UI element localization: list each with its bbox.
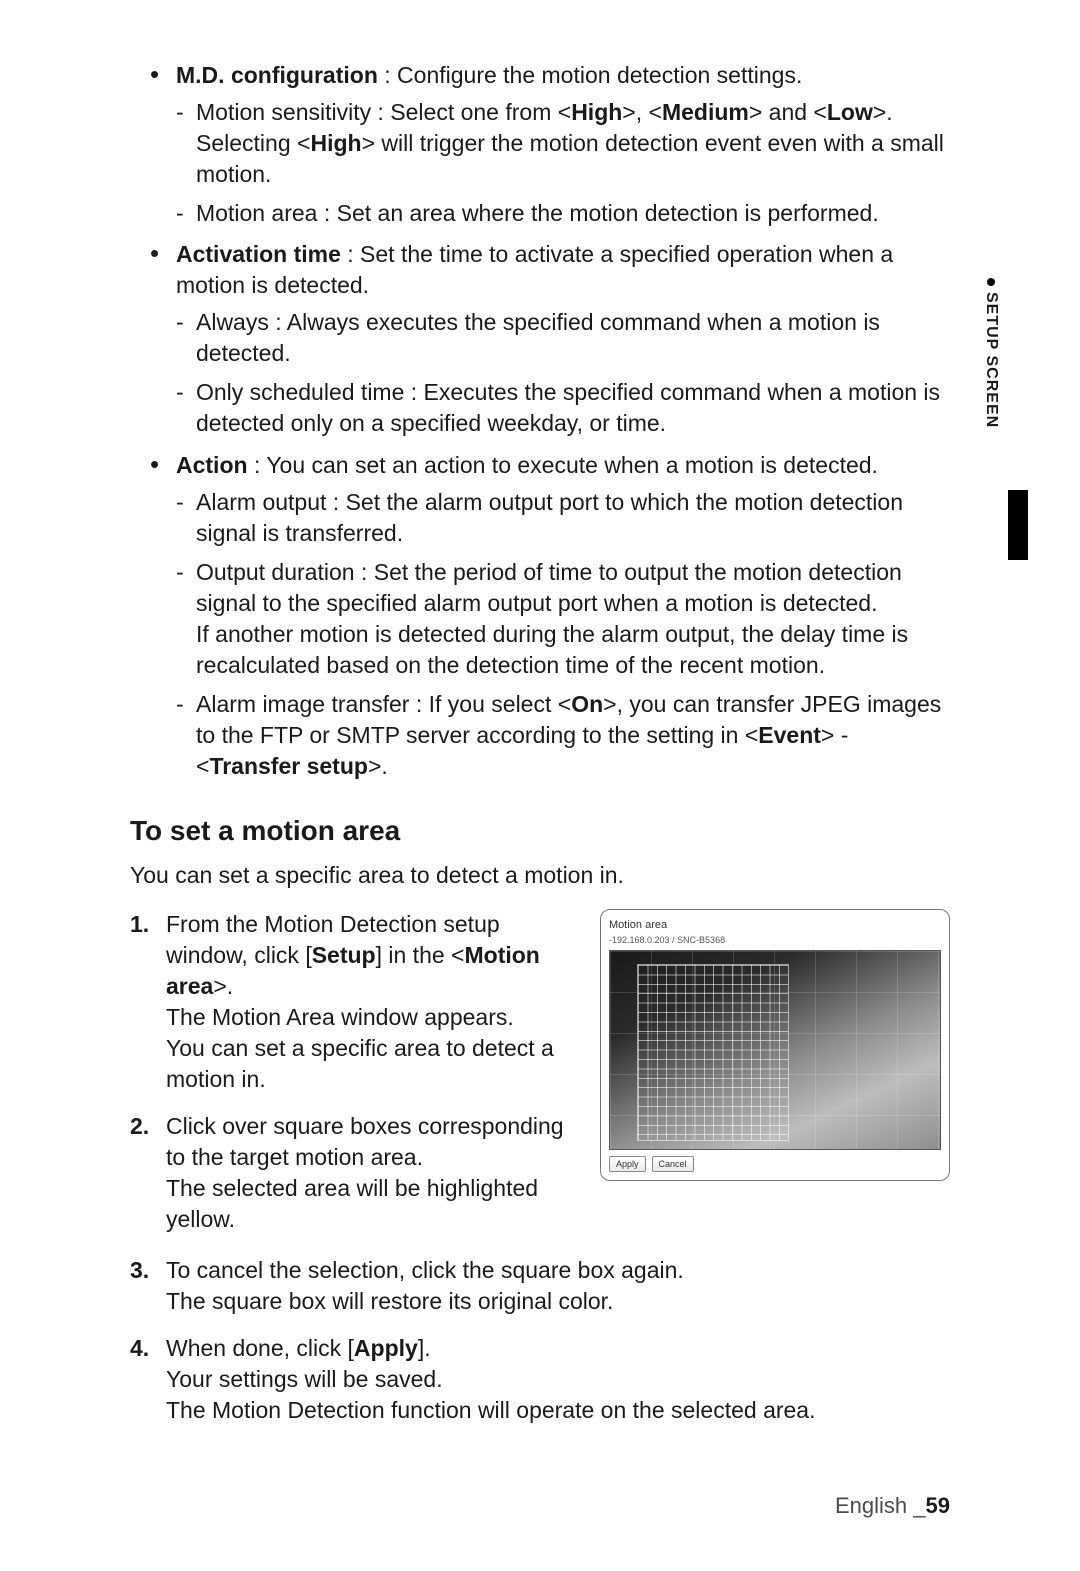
md-config-desc: : Configure the motion detection setting… bbox=[378, 62, 802, 88]
text: The square box will restore its original… bbox=[166, 1288, 613, 1314]
text: >. bbox=[368, 753, 388, 779]
config-bullet-list: M.D. configuration : Configure the motio… bbox=[150, 60, 950, 782]
page-footer: English _59 bbox=[835, 1491, 950, 1521]
text: >, < bbox=[622, 99, 662, 125]
opt-low: Low bbox=[827, 99, 873, 125]
cancel-button[interactable]: Cancel bbox=[652, 1156, 694, 1172]
steps-column: From the Motion Detection setup window, … bbox=[130, 909, 580, 1251]
ui-setup: Setup bbox=[312, 942, 376, 968]
step-3: To cancel the selection, click the squar… bbox=[130, 1255, 950, 1317]
action-sublist: Alarm output : Set the alarm output port… bbox=[176, 487, 950, 782]
text: Motion sensitivity : Select one from < bbox=[196, 99, 571, 125]
section-heading: To set a motion area bbox=[130, 812, 950, 850]
action-output-duration: Output duration : Set the period of time… bbox=[176, 557, 950, 681]
action-label: Action bbox=[176, 452, 248, 478]
footer-language: English _ bbox=[835, 1493, 926, 1518]
text: The Motion Area window appears. bbox=[166, 1004, 514, 1030]
activation-scheduled: Only scheduled time : Executes the speci… bbox=[176, 377, 950, 439]
apply-button[interactable]: Apply bbox=[609, 1156, 646, 1172]
motion-area-screenshot: Motion area -192.168.0.203 / SNC-B5368 A… bbox=[600, 909, 950, 1181]
side-thumb-tab bbox=[1008, 490, 1028, 560]
motion-area-video[interactable] bbox=[609, 950, 941, 1150]
steps-list-continued: To cancel the selection, click the squar… bbox=[130, 1255, 950, 1426]
text: > and < bbox=[749, 99, 827, 125]
opt-high: High bbox=[571, 99, 622, 125]
side-tab-bullet-icon bbox=[987, 278, 995, 286]
steps-list: From the Motion Detection setup window, … bbox=[130, 909, 580, 1235]
side-tab-label: SETUP SCREEN bbox=[980, 292, 1002, 428]
text: Alarm image transfer : If you select < bbox=[196, 691, 571, 717]
action-desc: : You can set an action to execute when … bbox=[248, 452, 878, 478]
screenshot-button-row: Apply Cancel bbox=[609, 1156, 941, 1172]
screenshot-title: Motion area bbox=[609, 918, 941, 933]
md-sensitivity: Motion sensitivity : Select one from <Hi… bbox=[176, 97, 950, 190]
section-intro: You can set a specific area to detect a … bbox=[130, 860, 950, 891]
md-config-sublist: Motion sensitivity : Select one from <Hi… bbox=[176, 97, 950, 229]
action-image-transfer: Alarm image transfer : If you select <On… bbox=[176, 689, 950, 782]
opt-on: On bbox=[571, 691, 603, 717]
activation-label: Activation time bbox=[176, 241, 341, 267]
ui-apply: Apply bbox=[354, 1335, 418, 1361]
text: Selecting < bbox=[196, 130, 310, 156]
step-4: When done, click [Apply]. Your settings … bbox=[130, 1333, 950, 1426]
text: Click over square boxes corresponding to… bbox=[166, 1113, 564, 1170]
opt-transfer-setup: Transfer setup bbox=[209, 753, 368, 779]
opt-high-2: High bbox=[310, 130, 361, 156]
text: Your settings will be saved. bbox=[166, 1366, 443, 1392]
bullet-md-config: M.D. configuration : Configure the motio… bbox=[150, 60, 950, 229]
md-config-label: M.D. configuration bbox=[176, 62, 378, 88]
text: Output duration : Set the period of time… bbox=[196, 559, 902, 616]
motion-selection-grid bbox=[638, 965, 788, 1140]
text: When done, click [ bbox=[166, 1335, 354, 1361]
text: ] in the < bbox=[376, 942, 465, 968]
bullet-activation: Activation time : Set the time to activa… bbox=[150, 239, 950, 439]
opt-event: Event bbox=[758, 722, 821, 748]
md-area: Motion area : Set an area where the moti… bbox=[176, 198, 950, 229]
text: ]. bbox=[418, 1335, 431, 1361]
text: To cancel the selection, click the squar… bbox=[166, 1257, 684, 1283]
activation-sublist: Always : Always executes the specified c… bbox=[176, 307, 950, 439]
screenshot-subtitle: -192.168.0.203 / SNC-B5368 bbox=[609, 934, 941, 946]
opt-medium: Medium bbox=[662, 99, 749, 125]
bullet-action: Action : You can set an action to execut… bbox=[150, 450, 950, 782]
side-tab: SETUP SCREEN bbox=[980, 278, 1002, 428]
text: >. bbox=[213, 973, 233, 999]
text: The selected area will be highlighted ye… bbox=[166, 1175, 538, 1232]
steps-and-screenshot: From the Motion Detection setup window, … bbox=[130, 909, 950, 1251]
manual-page: SETUP SCREEN M.D. configuration : Config… bbox=[0, 0, 1080, 1571]
step-2: Click over square boxes corresponding to… bbox=[130, 1111, 580, 1235]
footer-page-number: 59 bbox=[926, 1493, 950, 1518]
text: You can set a specific area to detect a … bbox=[166, 1035, 554, 1092]
text: The Motion Detection function will opera… bbox=[166, 1397, 816, 1423]
text: >. bbox=[873, 99, 893, 125]
text: If another motion is detected during the… bbox=[196, 621, 908, 678]
action-alarm-output: Alarm output : Set the alarm output port… bbox=[176, 487, 950, 549]
step-1: From the Motion Detection setup window, … bbox=[130, 909, 580, 1095]
activation-always: Always : Always executes the specified c… bbox=[176, 307, 950, 369]
